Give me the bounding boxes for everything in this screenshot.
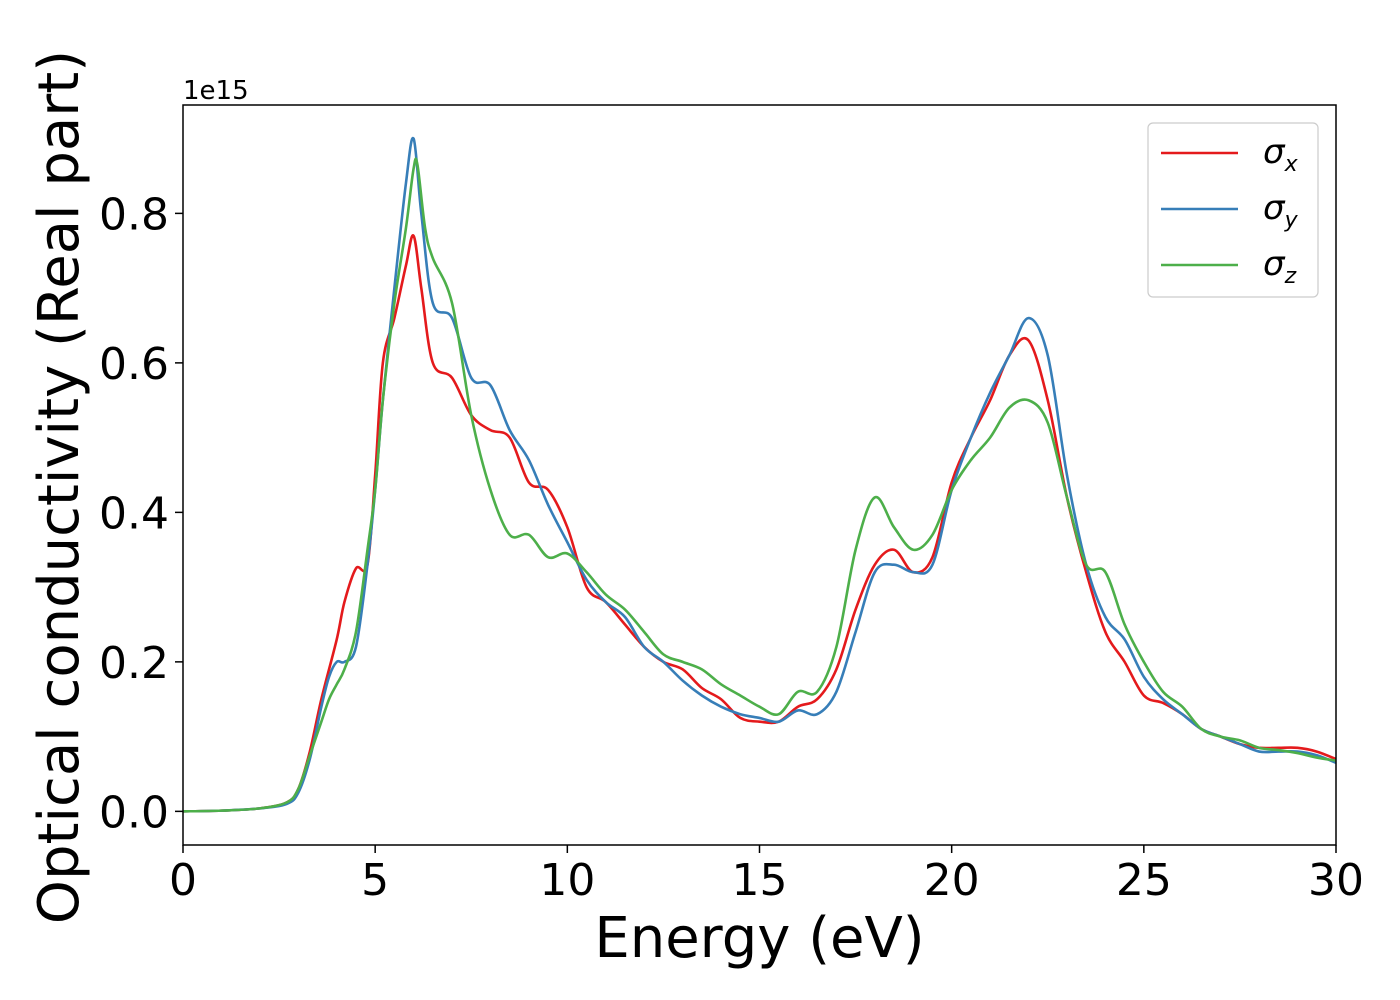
y-axis-ticks: 0.0 0.2 0.4 0.6 0.8 (99, 189, 183, 838)
y-tick-label: 0.8 (99, 189, 169, 240)
x-tick-label: 15 (732, 855, 788, 906)
y-axis-title: Optical conductivity (Real part) (27, 50, 92, 924)
series-line-y (183, 136, 1336, 813)
x-tick-label: 10 (539, 855, 595, 906)
y-tick-label: 0.4 (99, 488, 169, 539)
x-tick-label: 0 (169, 855, 197, 906)
series-line-z (183, 157, 1336, 813)
legend-label-x: σx (1263, 132, 1299, 177)
x-axis-title: Energy (eV) (594, 906, 924, 971)
legend-label-y: σy (1263, 188, 1299, 233)
x-tick-label: 30 (1308, 855, 1364, 906)
y-tick-label: 0.0 (99, 787, 169, 838)
x-tick-label: 5 (361, 855, 389, 906)
series-line-x (183, 234, 1336, 813)
legend-label-z: σz (1263, 244, 1297, 289)
x-tick-label: 20 (924, 855, 980, 906)
y-tick-label: 0.6 (99, 339, 169, 390)
legend: σx σy σz (1147, 122, 1319, 298)
x-axis-ticks: 0 5 10 15 20 25 30 (169, 845, 1364, 906)
y-tick-label: 0.2 (99, 638, 169, 689)
x-tick-label: 25 (1116, 855, 1172, 906)
y-axis-offset-label: 1e15 (183, 76, 249, 106)
series-layer (183, 136, 1336, 813)
